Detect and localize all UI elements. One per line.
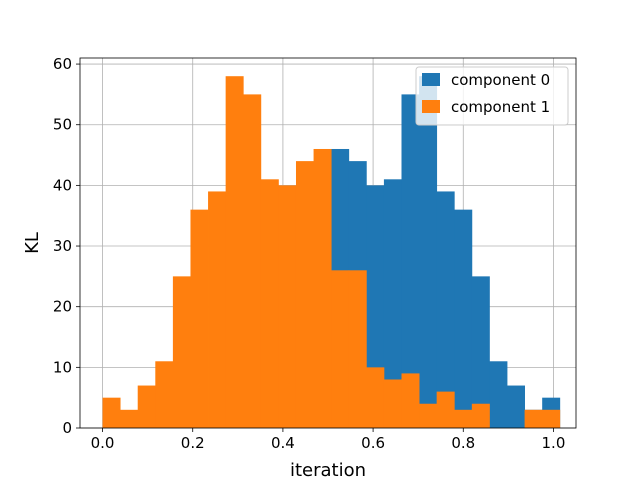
x-tick-label: 0.4: [271, 434, 295, 452]
bar-component-1: [295, 161, 314, 429]
bar-component-0: [419, 76, 438, 429]
legend-label-component-0: component 0: [451, 71, 550, 89]
x-axis-label: iteration: [290, 460, 366, 480]
bar-component-1: [225, 76, 244, 429]
bar-component-1: [313, 148, 332, 428]
bar-component-0: [436, 191, 455, 428]
bar-component-0: [454, 209, 473, 428]
bar-component-1: [401, 373, 420, 428]
bar-component-1: [348, 270, 367, 428]
y-tick-label: 30: [53, 237, 72, 255]
bar-component-1: [542, 409, 561, 428]
y-tick-label: 50: [53, 116, 72, 134]
bar-component-1: [155, 361, 174, 428]
legend-label-component-1: component 1: [451, 98, 550, 116]
legend: component 0 component 1: [415, 66, 569, 126]
bar-component-1: [419, 403, 438, 428]
bar-component-1: [278, 185, 297, 428]
bar-component-1: [436, 391, 455, 428]
x-tick-label: 0.8: [451, 434, 475, 452]
x-tick-label: 0.6: [361, 434, 385, 452]
bar-component-1: [383, 379, 402, 428]
y-tick-label: 20: [53, 298, 72, 316]
bar-component-1: [260, 179, 279, 428]
bar-component-1: [524, 409, 543, 428]
y-axis-label: KL: [22, 232, 43, 254]
bars: [102, 76, 561, 429]
bar-component-0: [489, 361, 508, 428]
legend-swatch-component-0: [422, 73, 440, 86]
bar-component-1: [190, 209, 209, 428]
legend-swatch-component-1: [422, 100, 440, 113]
bar-component-0: [383, 179, 402, 428]
x-tick-label: 0.2: [181, 434, 205, 452]
plot-frame: [79, 57, 577, 429]
bar-component-1: [208, 191, 227, 428]
bar-component-1: [366, 367, 385, 428]
x-tick-label: 1.0: [542, 434, 566, 452]
y-tick-label: 40: [53, 176, 72, 194]
x-tick-label: 0.0: [91, 434, 115, 452]
bar-component-1: [137, 385, 156, 428]
bar-component-1: [471, 403, 490, 428]
y-tick-label: 10: [53, 358, 72, 376]
y-tick-label: 60: [53, 55, 72, 73]
bar-component-1: [172, 276, 191, 428]
bar-component-1: [454, 409, 473, 428]
bar-component-1: [331, 270, 350, 428]
y-tick-label: 0: [62, 419, 72, 437]
bar-component-0: [471, 276, 490, 428]
bar-component-0: [507, 385, 525, 428]
bar-component-1: [243, 94, 262, 429]
bar-component-1: [102, 397, 121, 428]
legend-box: [415, 66, 569, 126]
axis-ticks: 0.0 0.2 0.4 0.6 0.8 1.0 0 10 20 30 40 50 60: [53, 55, 565, 452]
bar-component-0: [401, 94, 420, 429]
bar-component-1: [120, 409, 139, 428]
